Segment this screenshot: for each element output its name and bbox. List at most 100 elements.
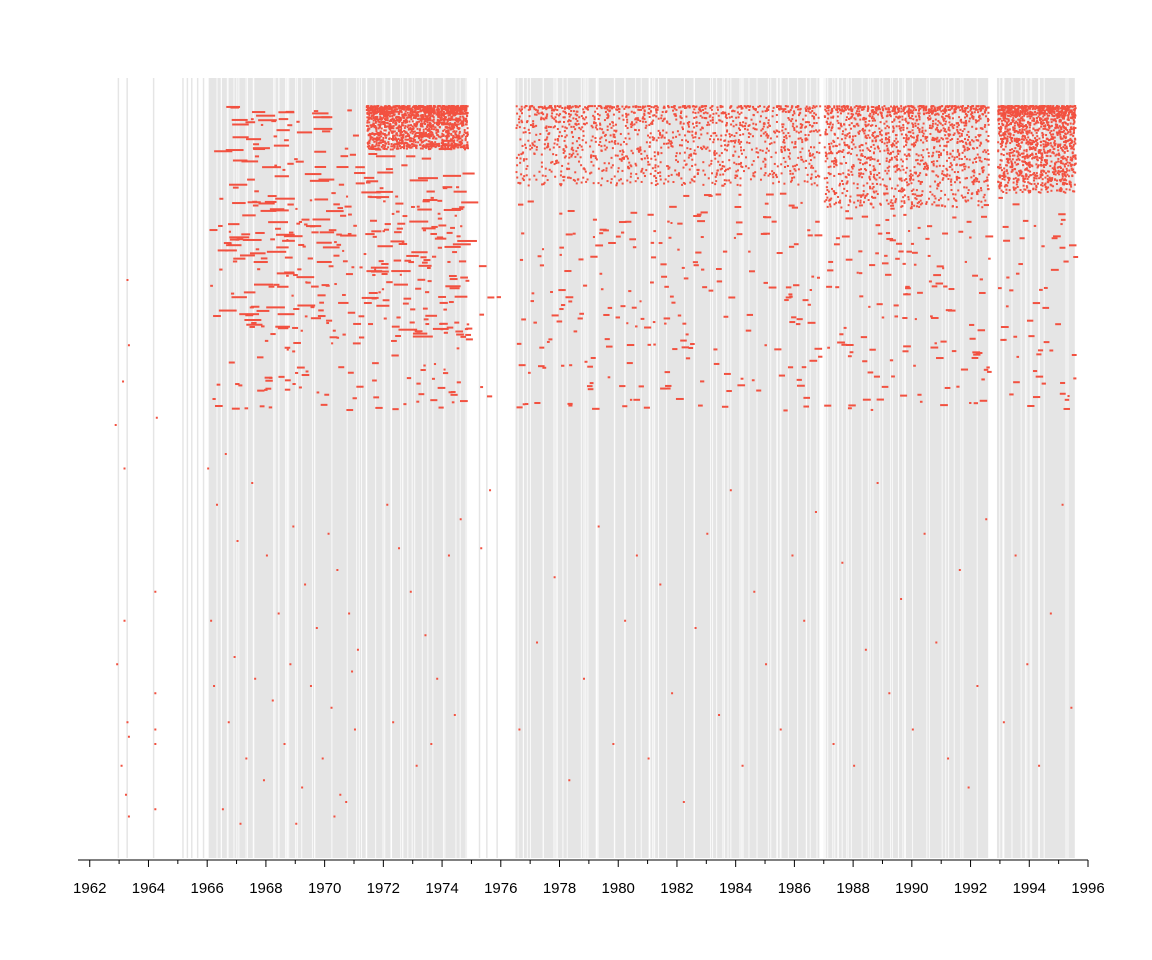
band-gap — [897, 78, 899, 858]
event-mark — [804, 114, 807, 117]
event-mark — [936, 107, 939, 110]
event-mark — [959, 140, 962, 143]
event-mark — [711, 121, 714, 124]
event-mark — [386, 119, 389, 122]
band-gap — [595, 78, 597, 858]
event-mark — [435, 113, 438, 116]
event-mark — [832, 139, 835, 142]
event-mark — [897, 149, 900, 152]
event-mark — [567, 120, 570, 123]
event-mark — [833, 159, 836, 162]
event-mark — [934, 180, 937, 183]
event-mark — [924, 129, 927, 132]
event-mark — [1018, 170, 1021, 173]
event-mark — [397, 112, 400, 115]
event-mark — [432, 116, 435, 119]
event-mark — [755, 128, 758, 131]
event-mark — [914, 115, 917, 118]
event-mark — [979, 127, 982, 130]
event-mark — [872, 113, 875, 116]
event-mark — [826, 196, 829, 199]
event-mark — [427, 140, 430, 143]
event-mark — [688, 121, 691, 124]
event-mark — [967, 105, 970, 108]
event-mark — [852, 182, 855, 185]
event-mark — [690, 154, 693, 157]
event-mark — [604, 133, 607, 136]
event-mark — [441, 146, 444, 149]
event-mark — [838, 105, 841, 108]
event-mark — [1001, 137, 1004, 140]
event-mark — [1016, 122, 1019, 125]
event-mark — [796, 105, 799, 108]
event-mark — [605, 167, 608, 170]
event-mark — [412, 116, 415, 119]
event-mark — [520, 119, 523, 122]
event-mark — [395, 139, 398, 142]
event-mark — [858, 110, 861, 113]
event-mark — [406, 111, 409, 114]
band-gap — [331, 78, 333, 858]
event-mark — [546, 113, 549, 116]
event-mark — [790, 180, 793, 183]
event-mark — [653, 114, 656, 117]
event-mark — [950, 183, 953, 186]
event-mark — [949, 162, 952, 165]
event-mark — [603, 119, 606, 122]
event-mark — [742, 121, 745, 124]
event-mark — [898, 127, 901, 130]
event-mark — [883, 105, 886, 108]
event-mark — [744, 127, 747, 130]
event-mark — [752, 105, 755, 108]
event-mark — [977, 204, 980, 207]
event-mark — [457, 120, 460, 123]
event-mark — [631, 152, 634, 155]
event-mark — [895, 155, 898, 158]
event-mark — [938, 108, 941, 111]
event-mark — [956, 149, 959, 152]
event-mark — [752, 114, 755, 117]
event-mark — [868, 185, 871, 188]
event-mark — [366, 112, 369, 115]
event-mark — [811, 107, 814, 110]
event-mark — [674, 113, 677, 116]
event-mark — [694, 106, 697, 109]
event-mark — [963, 149, 966, 152]
event-mark — [462, 116, 465, 119]
event-mark — [735, 163, 738, 166]
event-mark — [382, 123, 385, 126]
event-mark — [616, 108, 619, 111]
event-mark — [752, 174, 755, 177]
event-mark — [724, 139, 727, 142]
event-mark — [384, 129, 387, 132]
event-mark — [887, 169, 890, 172]
event-mark — [589, 145, 592, 148]
event-mark — [410, 107, 413, 110]
event-mark — [875, 135, 878, 138]
event-mark — [975, 180, 978, 183]
event-mark — [966, 149, 969, 152]
event-mark — [946, 141, 949, 144]
event-mark — [927, 155, 930, 158]
event-mark — [377, 118, 380, 121]
event-mark — [753, 175, 756, 178]
event-mark — [931, 193, 934, 196]
event-mark — [538, 170, 541, 173]
event-mark — [850, 152, 853, 155]
event-mark — [893, 112, 896, 115]
event-mark — [950, 188, 953, 191]
event-mark — [896, 105, 899, 108]
event-mark — [969, 143, 972, 146]
event-mark — [705, 147, 708, 150]
event-mark — [897, 152, 900, 155]
event-mark — [366, 105, 369, 108]
event-mark — [950, 178, 953, 181]
event-mark — [782, 139, 785, 142]
event-mark — [930, 161, 933, 164]
event-mark — [922, 109, 925, 112]
event-mark — [716, 108, 719, 111]
event-mark — [640, 108, 643, 111]
event-mark — [550, 115, 553, 118]
event-mark — [1001, 177, 1004, 180]
event-mark — [927, 151, 930, 154]
